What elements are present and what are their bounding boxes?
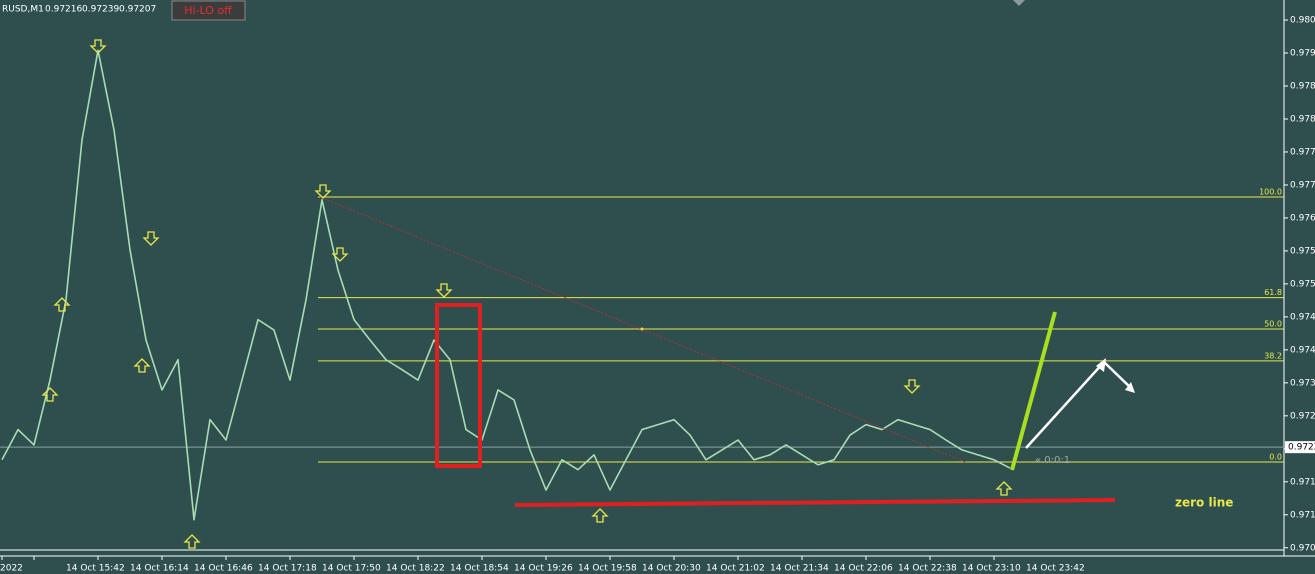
x-tick-label: 14 Oct 15:42 [66,564,125,574]
up-arrow [591,508,609,523]
x-tick-label: 14 Oct 16:14 [130,564,189,574]
x-tick-label: 14 Oct 18:22 [386,564,445,574]
x-tick-label: 14 Oct 23:42 [1026,564,1085,574]
x-tick-label: 14 Oct 18:54 [450,564,509,574]
ohlc-open: 0.97216 [45,5,82,15]
up-arrow [53,297,71,312]
button-bg[interactable] [171,0,246,21]
y-tick-label: 0.9734 [1290,378,1315,388]
price-line [1,49,1011,521]
annotation: zero line [1175,496,1233,510]
timer: « 0:0:1 [1035,455,1070,466]
y-tick-label: 0.9728 [1290,411,1315,421]
scroll-marker [1013,0,1025,6]
support-line [514,498,1116,507]
up-arrow [995,481,1013,496]
arrow-head [1096,358,1106,372]
down-arrow [314,184,332,199]
up-arrow [133,358,151,373]
x-tick-label: 14 Oct 16:46 [194,564,253,574]
hilo-arrows [41,39,1013,549]
fibo-label: 50.0 [1264,319,1282,328]
y-tick-label: 0.9794 [1290,49,1315,59]
up-arrow [41,387,59,402]
hilo-button[interactable]: Hi-LO off [171,0,246,21]
y-tick-label: 0.9764 [1290,213,1315,223]
fibo-label: 0.0 [1269,453,1282,462]
ohlc-low: 0.97207 [119,5,156,15]
y-tick-label: 0.9716 [1290,477,1315,487]
symbol: RUSD,M1 [2,5,44,15]
y-tick-label: 0.9704 [1290,543,1315,553]
x-tick-label: 14 Oct 20:30 [642,564,701,574]
fibo-label: 100.0 [1259,188,1282,197]
x-tick-label: 14 Oct 22:06 [834,564,893,574]
x-tick-label: 14 Oct 19:26 [514,564,573,574]
y-tick-label: 0.9758 [1290,246,1315,256]
x-tick-label: 14 Oct 22:38 [898,564,957,574]
fibo-label: 61.8 [1264,288,1282,297]
x-tick-label: 14 Oct 17:18 [258,564,317,574]
fibo-label: 38.2 [1264,351,1282,360]
y-tick-label: 0.9782 [1290,114,1315,124]
projection-line [1010,311,1057,471]
ohlc-high: 0.97239 [82,5,119,15]
fibo-mid-point [640,327,644,331]
down-arrow [435,283,453,298]
x-tick-label: 14 Oct 17:50 [322,564,381,574]
arrow-head [1125,382,1135,393]
down-arrow [89,39,107,54]
current-price-box [1285,441,1315,454]
x-tick-label: 2022 [0,564,23,574]
y-tick-label: 0.9752 [1290,279,1315,289]
highlight-box [435,303,482,468]
down-arrow [142,231,160,246]
x-tick-label: 14 Oct 21:02 [706,564,765,574]
x-tick-label: 14 Oct 23:10 [962,564,1021,574]
x-tick-label: 14 Oct 19:58 [578,564,637,574]
y-tick-label: 0.9788 [1290,82,1315,92]
down-arrow [331,247,349,262]
current-price-label: 0.9722 [1288,443,1315,453]
y-tick-label: 0.9746 [1290,312,1315,322]
x-tick-label: 14 Oct 21:34 [770,564,829,574]
up-arrow [183,534,201,549]
button-label[interactable]: Hi-LO off [184,4,232,17]
projection-arrow [1025,360,1134,449]
y-tick-label: 0.9776 [1290,147,1315,157]
down-arrow [903,379,921,394]
